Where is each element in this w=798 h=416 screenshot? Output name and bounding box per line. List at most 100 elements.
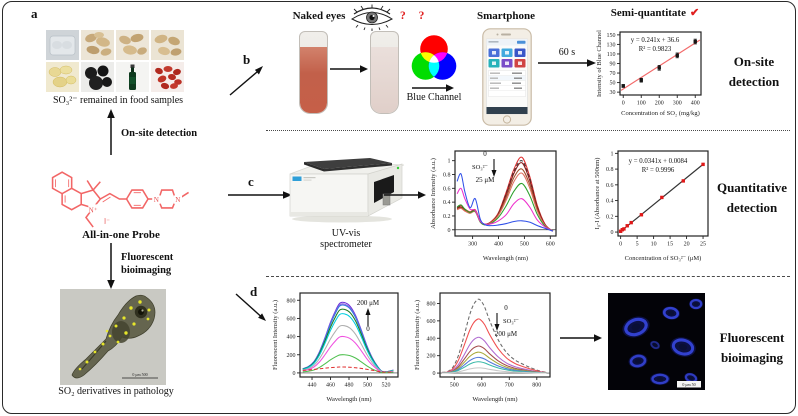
naked-eyes-label: Naked eyes <box>292 10 346 22</box>
svg-text:Wavelength (nm): Wavelength (nm) <box>483 255 528 262</box>
instrument-output-arrow-icon <box>384 191 426 199</box>
quantitative-detection-side-label: Quantitative detection <box>708 178 796 218</box>
svg-text:300: 300 <box>468 242 477 248</box>
side-label-line1: Quantitative <box>716 180 788 195</box>
svg-text:100: 100 <box>637 101 646 107</box>
svg-text:Concentration of SO₃²⁻ (μM): Concentration of SO₃²⁻ (μM) <box>625 255 702 262</box>
blue-channel-calibration-chart: 0 100 200 300 400 30 50 70 90 110 130 150 Concentrat… <box>596 30 702 117</box>
svg-text:500: 500 <box>520 242 529 248</box>
svg-text:0.6: 0.6 <box>443 186 451 192</box>
svg-text:Concentration of SO₂ (mg/kg): Concentration of SO₂ (mg/kg) <box>621 110 700 117</box>
pale-solution <box>371 47 398 113</box>
question-marks: ? ? <box>400 10 430 22</box>
check-icon: ✔ <box>689 7 700 19</box>
fluorescence-blue-annotation: 200 μM 0 <box>346 299 390 333</box>
onsite-detection-arrow-label: On-site detection <box>121 128 198 139</box>
atom-n-right: N <box>175 196 180 204</box>
fluorescence-red-annotation: 0 SO₃²⁻ 200 μM <box>482 304 530 338</box>
svg-text:800: 800 <box>287 298 296 304</box>
svg-text:110: 110 <box>607 52 616 58</box>
svg-text:400: 400 <box>494 242 503 248</box>
cells-scale-bar: 0 μm 50 <box>682 382 695 387</box>
panel-label-d: d <box>250 284 258 299</box>
cuvette-after-image <box>370 31 399 114</box>
svg-text:0: 0 <box>619 242 622 248</box>
svg-text:0.8: 0.8 <box>443 172 451 178</box>
svg-text:130: 130 <box>607 42 616 48</box>
svg-text:Intensity of Blue Channel: Intensity of Blue Channel <box>596 30 603 97</box>
svg-text:800: 800 <box>427 301 436 307</box>
svg-text:440: 440 <box>308 383 317 389</box>
svg-text:200: 200 <box>655 101 664 107</box>
svg-text:400: 400 <box>427 336 436 342</box>
r-squared-line: R² = 0.9996 <box>641 166 675 174</box>
semi-quantitate-text: Semi-quantitate <box>610 7 686 19</box>
uv-vis-spectrometer-image <box>289 158 405 223</box>
annotation-down-arrow-icon <box>494 312 500 331</box>
zebrafish-scale-bar: 0 μm 500 <box>132 372 147 377</box>
side-label-line2: detection <box>726 200 778 216</box>
equation-line: y = 0.241x + 36.6 <box>630 37 680 44</box>
absorbance-spectra-chart: 300 400 500 600 0 0.2 0.4 0.6 0.8 1 Wavelength (nm… <box>430 150 557 262</box>
svg-text:200: 200 <box>287 353 296 359</box>
svg-text:0.6: 0.6 <box>606 183 614 189</box>
food-samples-caption: SO₃²⁻ remained in food samples <box>52 95 184 106</box>
eye-icon <box>351 4 393 31</box>
svg-text:50: 50 <box>610 81 616 87</box>
svg-text:0.8: 0.8 <box>606 167 614 173</box>
branch-c-arrow-icon <box>228 191 292 199</box>
svg-text:520: 520 <box>381 383 390 389</box>
fluorescent-bioimaging-arrow-label: Fluorescent bioimaging <box>121 251 173 277</box>
food-samples-image <box>46 30 184 92</box>
svg-text:1: 1 <box>611 151 614 157</box>
svg-text:500: 500 <box>363 383 372 389</box>
annotation-end-conc: 25 μM <box>475 175 495 184</box>
svg-text:Fluorescent Intensity (a.u.): Fluorescent Intensity (a.u.) <box>272 300 279 370</box>
svg-text:Fluorescent Intensity (a.u.): Fluorescent Intensity (a.u.) <box>414 300 421 370</box>
svg-text:0.2: 0.2 <box>443 214 451 220</box>
annotation-start-conc: 0 <box>366 324 370 333</box>
side-label-line1: Fluorescent <box>719 330 785 345</box>
svg-text:Absorbance Intensity (a.u.): Absorbance Intensity (a.u.) <box>430 158 437 229</box>
svg-text:400: 400 <box>287 335 296 341</box>
dotted-separator-top <box>266 130 790 131</box>
svg-text:25: 25 <box>700 242 706 248</box>
semi-quantitate-heading: Semi-quantitate ✔ <box>600 6 710 19</box>
linear-calibration-equation: y = 0.0341x + 0.0084 R² = 0.9996 <box>612 158 704 176</box>
svg-text:10: 10 <box>651 242 657 248</box>
bioimaging-label-line1: Fluorescent <box>121 252 174 263</box>
svg-text:600: 600 <box>477 383 486 389</box>
atom-n-plus: N⁺ <box>89 207 98 215</box>
panel-label-c: c <box>248 174 254 189</box>
instrument-caption: UV-vis spectrometer <box>298 228 394 250</box>
side-label-line2: bioimaging <box>720 350 784 366</box>
svg-text:0.4: 0.4 <box>606 199 614 205</box>
cuvette-before-image <box>299 31 328 114</box>
svg-text:15: 15 <box>667 242 673 248</box>
panel-label-b: b <box>243 52 251 67</box>
svg-text:300: 300 <box>673 101 682 107</box>
down-arrow-icon <box>107 243 115 289</box>
instrument-caption-line1: UV-vis <box>331 228 361 239</box>
rgb-venn-icon <box>411 35 457 80</box>
branch-d-arrow-icon <box>235 293 266 321</box>
svg-text:0: 0 <box>622 101 625 107</box>
probe-name-label: All-in-one Probe <box>82 229 160 241</box>
side-label-line1: On-site <box>733 54 775 69</box>
probe-chemical-structure: N⁺ N N I⁻ <box>51 171 189 228</box>
svg-text:600: 600 <box>287 316 296 322</box>
svg-text:600: 600 <box>546 242 555 248</box>
svg-text:500: 500 <box>450 383 459 389</box>
blue-channel-arrow-icon <box>412 84 454 92</box>
annotation-species: SO₃²⁻ <box>472 164 488 172</box>
atom-n-left: N <box>154 196 159 204</box>
smartphone-label: Smartphone <box>476 10 536 22</box>
svg-text:1: 1 <box>448 159 451 165</box>
annotation-species: SO₃²⁻ <box>503 318 519 326</box>
svg-text:0: 0 <box>433 371 436 377</box>
annotation-start-conc: 0 <box>504 304 508 312</box>
svg-text:600: 600 <box>427 319 436 325</box>
branch-b-arrow-icon <box>229 66 263 96</box>
side-label-line2: detection <box>728 74 780 90</box>
svg-text:70: 70 <box>610 71 616 77</box>
